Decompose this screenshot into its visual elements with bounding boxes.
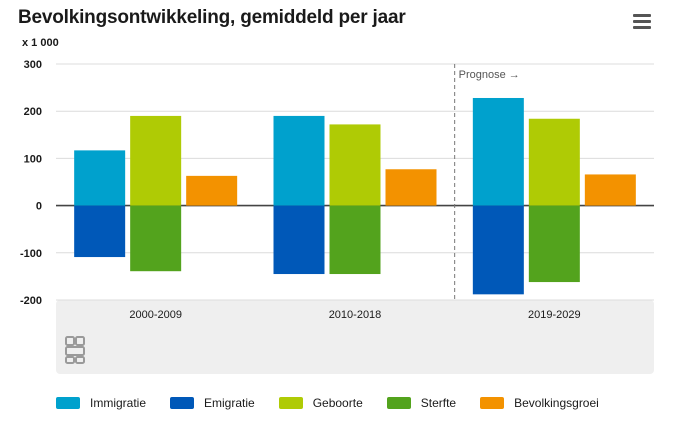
legend-label: Geboorte	[312, 396, 363, 410]
bar-sterfte-2010-2018[interactable]	[329, 205, 381, 275]
legend-label: Sterfte	[420, 396, 457, 410]
y-unit-label: x 1 000	[22, 37, 59, 49]
prognose-annotation: Prognose →	[459, 69, 520, 81]
bar-immigratie-2010-2018[interactable]	[273, 115, 325, 206]
labels: -200 -100 0 100 200 300 2000-2009 2010-2018 2019…	[20, 59, 581, 364]
legend-swatch	[278, 397, 303, 409]
category-label: 2000-2009	[129, 309, 182, 321]
bar-geboorte-2010-2018[interactable]	[329, 124, 381, 206]
category-band	[56, 300, 654, 374]
legend-item-bevolkingsgroei[interactable]: Bevolkingsgroei	[480, 396, 599, 410]
cbs-logo-icon	[65, 336, 85, 364]
bar-sterfte-2019-2029[interactable]	[528, 205, 580, 283]
category-label: 2010-2018	[329, 309, 382, 321]
y-tick-label: 100	[24, 153, 42, 165]
y-tick-label: -100	[20, 248, 42, 260]
legend-item-immigratie[interactable]: Immigratie	[56, 396, 146, 410]
bar-emigratie-2019-2029[interactable]	[472, 205, 524, 295]
bars	[74, 97, 636, 295]
y-tick-label: 300	[24, 59, 42, 71]
bar-immigratie-2000-2009[interactable]	[74, 150, 126, 206]
legend-label: Emigratie	[204, 396, 255, 410]
bar-bevolkingsgroei-2000-2009[interactable]	[186, 175, 238, 206]
legend-swatch	[386, 397, 411, 409]
legend-swatch	[480, 397, 505, 409]
y-tick-label: -200	[20, 295, 42, 307]
legend-swatch	[56, 397, 80, 409]
bar-bevolkingsgroei-2019-2029[interactable]	[584, 174, 636, 206]
hamburger-menu-icon[interactable]	[633, 14, 651, 29]
legend-item-sterfte[interactable]: Sterfte	[386, 396, 457, 410]
bar-immigratie-2019-2029[interactable]	[472, 97, 524, 206]
bar-emigratie-2000-2009[interactable]	[74, 205, 126, 258]
y-tick-label: 0	[36, 201, 42, 213]
legend-label: Bevolkingsgroei	[514, 396, 599, 410]
legend: Immigratie Emigratie Geboorte Sterfte Bevolk…	[56, 396, 623, 410]
bar-geboorte-2000-2009[interactable]	[130, 115, 182, 206]
bar-chart: -200 -100 0 100 200 300 2000-2009 2010-2018 2019…	[20, 59, 654, 374]
bar-geboorte-2019-2029[interactable]	[528, 118, 580, 206]
legend-swatch	[170, 397, 195, 409]
category-label: 2019-2029	[528, 309, 581, 321]
chart-title: Bevolkingsontwikkeling, gemiddeld per ja…	[18, 7, 406, 28]
legend-item-geboorte[interactable]: Geboorte	[278, 396, 363, 410]
y-tick-label: 200	[24, 106, 42, 118]
bar-bevolkingsgroei-2010-2018[interactable]	[385, 169, 437, 206]
bar-emigratie-2010-2018[interactable]	[273, 205, 325, 275]
legend-item-emigratie[interactable]: Emigratie	[170, 396, 255, 410]
legend-label: Immigratie	[90, 396, 147, 410]
bar-sterfte-2000-2009[interactable]	[130, 205, 182, 272]
